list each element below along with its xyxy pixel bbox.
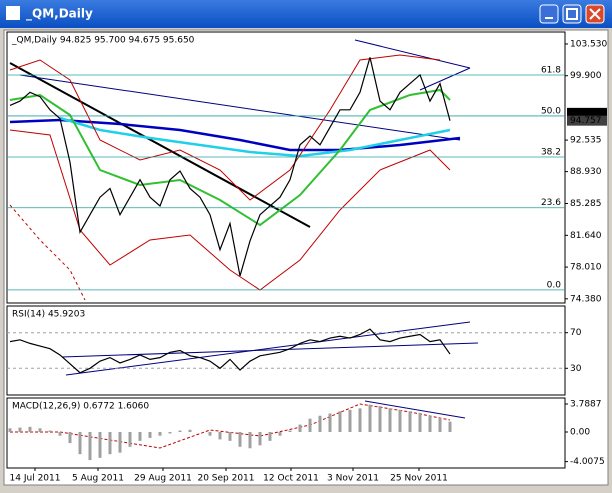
fib-label: 38.2 [541, 148, 561, 158]
panel-header: _QM,Daily 94.825 95.700 94.675 95.650 [11, 36, 195, 46]
fib-label: 50.0 [541, 106, 561, 116]
x-tick-label: 12 Oct 2011 [263, 474, 319, 484]
fib-label: 61.8 [541, 66, 561, 76]
x-tick-label: 25 Nov 2011 [390, 474, 448, 484]
minimize-button[interactable] [539, 4, 559, 24]
y-tick-label: 88.930 [570, 167, 602, 177]
drawings [9, 39, 479, 449]
panel-header: RSI(14) 45.9203 [12, 310, 85, 320]
button-glyphs [545, 8, 601, 20]
maximize-button[interactable] [562, 4, 582, 24]
fib-label: 23.6 [541, 198, 561, 208]
y-tick-label: 103.530 [570, 39, 607, 49]
x-tick-label: 29 Aug 2011 [134, 474, 192, 484]
price-label: 95.650 [570, 108, 602, 118]
panel-header: MACD(12,26,9) 0.6772 1.6060 [12, 402, 149, 412]
app-icon [6, 6, 20, 20]
chart-area [3, 29, 609, 486]
y-tick-label: 81.640 [570, 231, 602, 241]
y-tick-label: 74.380 [570, 294, 602, 304]
x-tick-label: 3 Nov 2011 [327, 474, 379, 484]
y-tick-label: 0.00 [570, 428, 590, 438]
y-tick-label: 3.7887 [570, 399, 602, 409]
series-line [9, 57, 451, 277]
price-box [567, 107, 607, 118]
title-bar [0, 0, 612, 28]
y-tick-label: 30 [570, 364, 582, 374]
fib-label: 0.0 [547, 280, 562, 290]
rsi-panel [6, 305, 566, 396]
window-title: _QM,Daily [26, 7, 93, 22]
y-tick-label: 99.900 [570, 71, 602, 81]
x-tick-label: 14 Jul 2011 [10, 474, 61, 484]
price-box [567, 115, 607, 126]
series-line [9, 328, 451, 374]
main-panel [6, 31, 566, 304]
macd-panel [6, 397, 566, 469]
y-tick-label: 85.285 [570, 199, 602, 209]
x-tick-label: 20 Sep 2011 [197, 474, 254, 484]
price-label: 94.757 [570, 116, 602, 126]
y-tick-label: 92.535 [570, 136, 602, 146]
y-tick-label: 78.010 [570, 263, 602, 273]
x-tick-label: 5 Aug 2011 [72, 474, 124, 484]
y-tick-label: 70 [570, 328, 582, 338]
y-tick-label: -4.0075 [570, 457, 605, 467]
